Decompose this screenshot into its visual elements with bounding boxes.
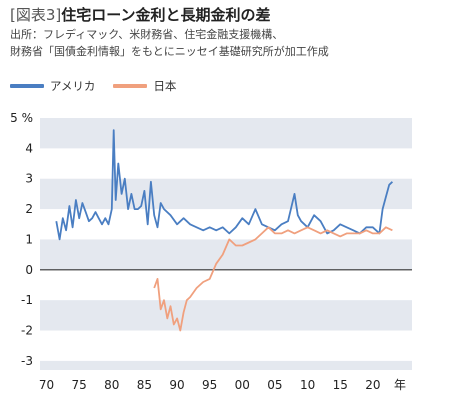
grid-band-3 (40, 300, 412, 331)
source-line-2: 財務省「国債金利情報」をもとにニッセイ基礎研究所が加工作成 (10, 45, 329, 58)
legend-label-japan: 日本 (153, 79, 177, 93)
y-tick-label: -3 (21, 354, 33, 368)
figure-tag: [図表3] (10, 6, 62, 24)
grid-band-1 (40, 178, 412, 210)
chart-legend: アメリカ 日本 (10, 78, 176, 94)
x-tick-label: 00 (235, 378, 250, 392)
y-tick-label: 5 % (10, 111, 33, 125)
x-tick-label: 80 (104, 378, 119, 392)
x-tick-label: 90 (169, 378, 184, 392)
y-tick-label: 2 (25, 202, 33, 216)
title-text: 住宅ローン金利と長期金利の差 (61, 6, 271, 24)
y-tick-label: -1 (21, 293, 33, 307)
x-tick-label: 10 (300, 378, 315, 392)
x-tick-label: 20 (365, 378, 380, 392)
series-group (55, 129, 394, 332)
y-tick-label: 1 (25, 232, 33, 246)
y-tick-label: -2 (21, 324, 33, 338)
x-unit-label: 年 (394, 378, 406, 392)
legend-item-japan: 日本 (113, 78, 176, 94)
y-tick-label: 3 (25, 172, 33, 186)
x-axis-ticks: 70 75 80 85 90 95 00 05 10 15 20 年 (39, 378, 406, 392)
grid-band-2 (40, 239, 412, 270)
background-bands (40, 118, 412, 370)
y-tick-label: 4 (25, 141, 33, 155)
source-line-1: 出所：フレディマック、米財務省、住宅金融支援機構、 (10, 28, 284, 41)
source-note: 出所：フレディマック、米財務省、住宅金融支援機構、 財務省「国債金利情報」をもと… (10, 26, 329, 60)
x-tick-label: 75 (72, 378, 87, 392)
legend-item-usa: アメリカ (10, 78, 95, 94)
x-tick-label: 70 (39, 378, 54, 392)
series-line-1 (153, 226, 393, 332)
legend-label-usa: アメリカ (50, 79, 96, 93)
grid-band-0 (40, 118, 412, 149)
x-tick-label: 05 (267, 378, 282, 392)
legend-swatch-usa (10, 84, 44, 88)
x-tick-label: 85 (137, 378, 152, 392)
x-tick-label: 95 (202, 378, 217, 392)
y-axis-ticks: 5 % 4 3 2 1 0 -1 -2 -3 (10, 111, 33, 368)
y-tick-label: 0 (25, 263, 33, 277)
series-line-0 (55, 129, 394, 241)
grid-band-bottom (40, 360, 412, 370)
legend-swatch-japan (113, 84, 148, 88)
chart-title: [図表3]住宅ローン金利と長期金利の差 (10, 4, 271, 25)
x-tick-label: 15 (333, 378, 348, 392)
